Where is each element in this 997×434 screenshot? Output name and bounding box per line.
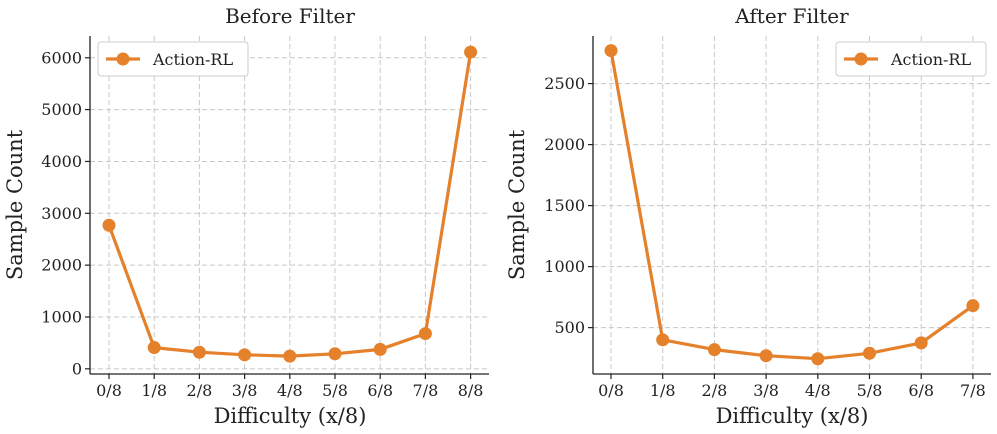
data-point [147, 341, 161, 355]
y-tick-label: 0 [72, 359, 82, 378]
legend-label: Action-RL [890, 50, 971, 69]
y-tick-label: 3000 [41, 204, 82, 223]
x-tick-label: 4/8 [805, 381, 831, 400]
y-tick-label: 4000 [41, 152, 82, 171]
legend-marker-swatch [116, 52, 130, 66]
data-point [328, 347, 342, 361]
data-point [811, 352, 825, 366]
chart-after-filter: After Filter 500 1000 1500 2000 2500 0/8 1/8 2… [505, 4, 991, 428]
legend: Action-RL [835, 41, 987, 77]
x-tick-label: 2/8 [702, 381, 728, 400]
legend-label: Action-RL [152, 50, 233, 69]
data-point [238, 348, 252, 362]
data-point [283, 349, 297, 363]
chart-title: Before Filter [225, 4, 355, 28]
y-tick-label: 2500 [544, 74, 585, 93]
x-tick-label: 3/8 [753, 381, 779, 400]
y-axis-ticks: 0 1000 2000 3000 4000 5000 6000 [41, 48, 90, 378]
data-point [604, 44, 618, 58]
legend-box [97, 41, 249, 77]
y-tick-label: 1000 [41, 307, 82, 326]
x-tick-label: 0/8 [598, 381, 624, 400]
x-tick-label: 4/8 [277, 381, 303, 400]
x-tick-label: 1/8 [141, 381, 167, 400]
data-point [373, 342, 387, 356]
data-point [418, 327, 432, 341]
x-tick-label: 5/8 [857, 381, 883, 400]
y-tick-label: 1000 [544, 257, 585, 276]
x-tick-label: 0/8 [96, 381, 122, 400]
x-axis-label: Difficulty (x/8) [716, 404, 869, 428]
gridlines [593, 36, 991, 374]
data-point [192, 345, 206, 359]
data-point [966, 299, 980, 313]
x-axis-label: Difficulty (x/8) [214, 404, 367, 428]
y-tick-label: 2000 [544, 135, 585, 154]
x-tick-label: 5/8 [322, 381, 348, 400]
x-axis-ticks: 0/8 1/8 2/8 3/8 4/8 5/8 6/8 7/8 8/8 [96, 374, 483, 400]
data-point [914, 336, 928, 350]
x-axis-ticks: 0/8 1/8 2/8 3/8 4/8 5/8 6/8 7/8 [598, 374, 986, 400]
x-tick-label: 6/8 [367, 381, 393, 400]
y-tick-label: 500 [554, 318, 585, 337]
legend-box [835, 41, 987, 77]
chart-before-filter: Before Filter 0100020003000400050006000 … [3, 4, 489, 428]
x-tick-label: 8/8 [458, 381, 484, 400]
x-tick-label: 7/8 [413, 381, 439, 400]
y-tick-label: 2000 [41, 256, 82, 275]
series-group [102, 45, 478, 363]
data-point [464, 45, 478, 59]
data-point [656, 333, 670, 347]
y-tick-label: 1500 [544, 196, 585, 215]
legend: Action-RL [97, 41, 249, 77]
y-tick-label: 5000 [41, 100, 82, 119]
data-point [759, 349, 773, 363]
data-point [102, 218, 116, 232]
gridlines [90, 36, 489, 374]
data-point [707, 343, 721, 357]
y-tick-label: 6000 [41, 48, 82, 67]
chart-title: After Filter [734, 4, 849, 28]
x-tick-label: 1/8 [650, 381, 676, 400]
legend-marker-swatch [854, 52, 868, 66]
y-axis-label: Sample Count [505, 129, 529, 280]
y-axis-ticks: 500 1000 1500 2000 2500 [544, 74, 593, 337]
x-tick-label: 3/8 [232, 381, 258, 400]
data-point [863, 346, 876, 360]
x-tick-label: 7/8 [960, 381, 986, 400]
y-axis-label: Sample Count [3, 129, 27, 280]
series-line [609, 50, 974, 361]
x-tick-label: 6/8 [908, 381, 934, 400]
x-tick-label: 2/8 [187, 381, 213, 400]
series-group [604, 44, 980, 366]
